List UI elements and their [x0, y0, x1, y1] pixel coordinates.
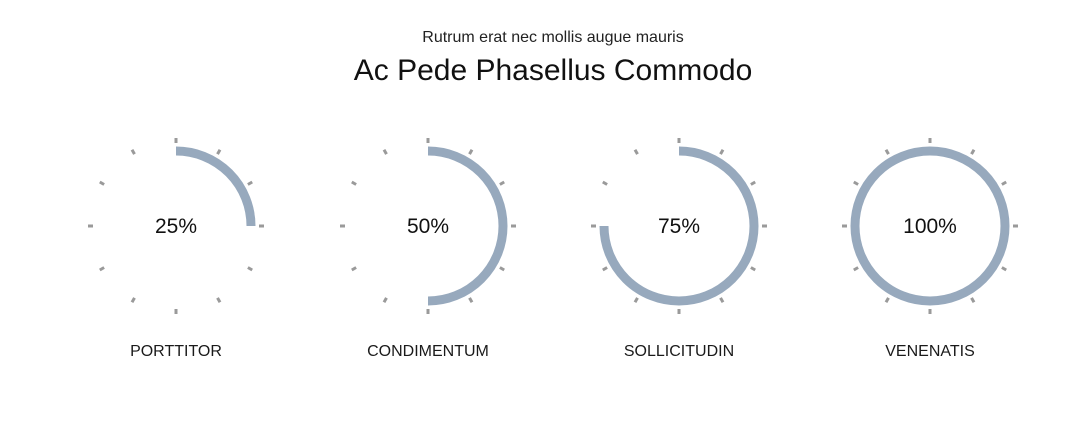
gauge-tick [499, 266, 505, 272]
gauge-tick [99, 180, 105, 186]
progress-arc [175, 146, 256, 227]
gauge-tick [1001, 180, 1007, 186]
gauge-tick [351, 266, 357, 272]
gauge-porttitor: 25% PORTTITOR [88, 138, 264, 360]
gauge-tick [499, 180, 505, 186]
gauge-value-label: 100% [903, 215, 957, 238]
gauge-tick [633, 149, 639, 155]
gauge-tick [130, 149, 136, 155]
gauge-category-label: VENENATIS [885, 343, 975, 360]
gauge-tick [99, 266, 105, 272]
gauge-tick [719, 149, 725, 155]
gauge-value-label: 25% [155, 215, 197, 238]
gauge-tick [884, 149, 890, 155]
gauge-tick [719, 297, 725, 303]
chart-subtitle: Rutrum erat nec mollis augue mauris [422, 29, 684, 46]
progress-arc [427, 146, 508, 306]
gauge-value-label: 50% [407, 215, 449, 238]
gauge-tick [382, 149, 388, 155]
gauge-tick [602, 266, 608, 272]
gauge-tick [633, 297, 639, 303]
gauge-venenatis: 100% VENENATIS [842, 138, 1018, 360]
gauge-tick [468, 297, 474, 303]
gauge-tick [853, 266, 859, 272]
gauge-tick [750, 266, 756, 272]
gauge-tick [468, 149, 474, 155]
gauge-tick [970, 149, 976, 155]
gauge-tick [216, 297, 222, 303]
gauge-tick [382, 297, 388, 303]
gauge-tick [970, 297, 976, 303]
gauge-tick [247, 180, 253, 186]
gauge-tick [750, 180, 756, 186]
gauge-category-label: CONDIMENTUM [367, 343, 489, 360]
progress-arc [850, 146, 1010, 306]
gauge-sollicitudin: 75% SOLLICITUDIN [591, 138, 767, 360]
progress-arc [599, 146, 759, 306]
gauge-tick [247, 266, 253, 272]
gauge-condimentum: 50% CONDIMENTUM [340, 138, 516, 360]
gauge-tick [216, 149, 222, 155]
gauge-value-label: 75% [658, 215, 700, 238]
gauge-tick [602, 180, 608, 186]
gauge-tick [130, 297, 136, 303]
gauge-tick [853, 180, 859, 186]
gauge-tick [884, 297, 890, 303]
gauge-category-label: SOLLICITUDIN [624, 343, 734, 360]
chart-title: Ac Pede Phasellus Commodo [353, 54, 753, 87]
gauge-category-label: PORTTITOR [130, 343, 222, 360]
gauge-tick [351, 180, 357, 186]
gauge-tick [1001, 266, 1007, 272]
